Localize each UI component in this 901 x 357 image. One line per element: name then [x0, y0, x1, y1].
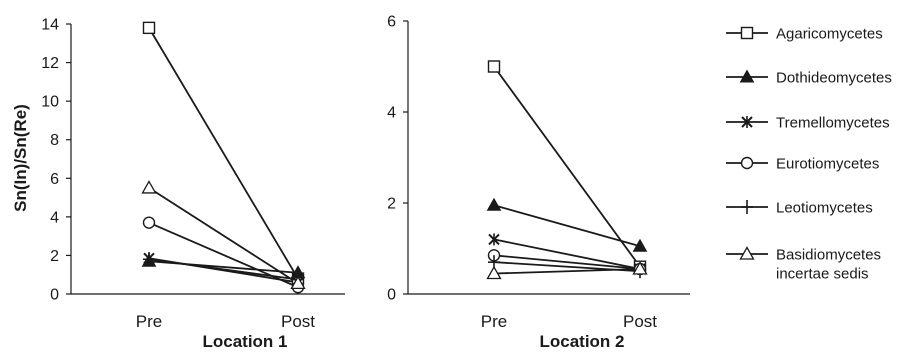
panel-2: 0 2 4 6 Pre Post	[387, 14, 690, 331]
data-point-basidiomycetes-incertae-sedis	[290, 275, 306, 290]
data-point-agaricomycetes	[142, 21, 156, 35]
legend-item: Basidiomycetes incertae sedis	[726, 246, 881, 283]
legend: Agaricomycetes Dothideomycetes Tremellomyc…	[726, 26, 892, 283]
y-tick-label: 8	[50, 132, 59, 149]
legend-item: Tremellomycetes	[726, 115, 890, 132]
panel-1: 0 2 4 6 8 10 12 14 Pre Post	[41, 17, 345, 331]
legend-label: Agaricomycetes	[776, 26, 883, 43]
legend-label: Leotiomycetes	[776, 200, 873, 217]
legend-label: Tremellomycetes	[776, 115, 890, 132]
series-line-tremellomycetes	[493, 238, 641, 270]
legend-marker	[740, 156, 754, 170]
y-axis-label: Sn(In)/Sn(Re)	[11, 104, 30, 212]
legend-marker	[739, 246, 755, 260]
legend-marker	[739, 69, 755, 83]
data-point-dothideomycetes	[632, 238, 648, 252]
panel-title-location-2: Location 2	[539, 332, 624, 351]
data-point-leotiomycetes	[143, 252, 155, 267]
legend-item: Leotiomycetes	[726, 200, 873, 217]
x-tick-label: Post	[281, 312, 315, 331]
legend-item: Eurotiomycetes	[726, 156, 879, 173]
y-tick-label: 6	[387, 14, 396, 31]
y-tick-label: 14	[41, 17, 59, 34]
y-tick-label: 2	[50, 248, 59, 265]
series-line-basidiomycetes-incertae-sedis	[148, 187, 299, 285]
series-line-agaricomycetes	[148, 27, 299, 280]
data-point-basidiomycetes-incertae-sedis	[486, 265, 502, 280]
panel-title-location-1: Location 1	[202, 332, 287, 351]
y-tick-label: 12	[41, 55, 59, 72]
y-tick-label: 0	[50, 287, 59, 304]
y-tick-label: 2	[387, 196, 396, 213]
series-line-leotiomycetes	[148, 258, 299, 281]
legend-marker	[741, 116, 753, 128]
data-point-basidiomycetes-incertae-sedis	[632, 261, 648, 275]
data-point-eurotiomycetes	[142, 216, 156, 229]
y-tick-label: 4	[50, 209, 59, 226]
legend-label: Dothideomycetes	[776, 70, 892, 87]
data-point-tremellomycetes	[488, 233, 500, 246]
data-point-agaricomycetes	[487, 60, 501, 73]
legend-label: incertae sedis	[776, 266, 869, 283]
series-line-eurotiomycetes	[493, 254, 641, 270]
x-tick-label: Pre	[136, 312, 162, 331]
data-point-dothideomycetes	[486, 197, 502, 211]
series-line-agaricomycetes	[493, 65, 641, 268]
plot-area: 0 2 4 6 8 10 12 14 Pre Post 0 2 4 6 Pre Post	[41, 14, 690, 331]
data-point-basidiomycetes-incertae-sedis	[141, 180, 157, 194]
legend-marker	[741, 200, 753, 214]
y-tick-label: 0	[387, 287, 396, 304]
legend-marker	[740, 26, 754, 40]
legend-item: Dothideomycetes	[726, 69, 892, 87]
y-tick-label: 10	[41, 94, 59, 111]
legend-label: Basidiomycetes	[776, 247, 881, 264]
legend-label: Eurotiomycetes	[776, 156, 879, 173]
series-line-basidiomycetes-incertae-sedis	[493, 268, 641, 275]
x-tick-label: Post	[623, 312, 657, 331]
legend-item: Agaricomycetes	[726, 26, 883, 43]
y-tick-label: 4	[387, 105, 396, 122]
x-tick-label: Pre	[481, 312, 507, 331]
y-tick-label: 6	[50, 171, 59, 188]
series-line-eurotiomycetes	[148, 221, 299, 289]
series-line-dothideomycetes	[493, 204, 641, 248]
